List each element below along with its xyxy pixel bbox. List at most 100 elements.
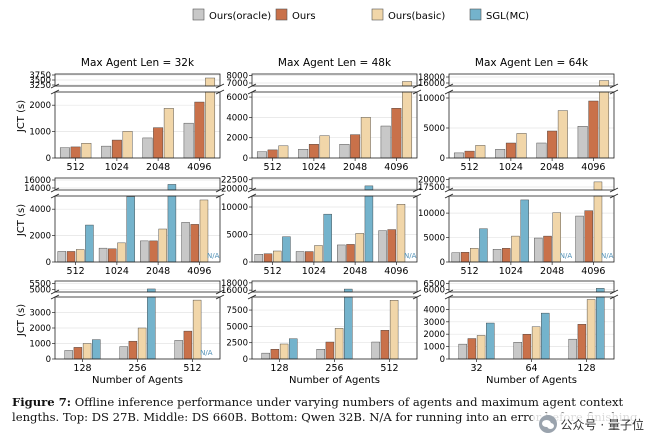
bar [163, 108, 174, 159]
bar [364, 195, 374, 263]
x-tick-label: 2048 [146, 266, 170, 277]
bar [194, 101, 205, 159]
wechat-icon [538, 415, 557, 433]
axis-frame-upper [448, 73, 615, 87]
bar [577, 125, 588, 159]
bar [81, 143, 92, 159]
bar [82, 343, 92, 360]
x-tick-label: 64 [525, 363, 537, 374]
axis-break-mark [444, 187, 454, 193]
bar [295, 251, 305, 263]
axis-frame-upper [251, 177, 418, 191]
bar [117, 242, 126, 263]
legend-swatch [275, 8, 288, 21]
axis-break-mark [50, 289, 60, 295]
axis-break-mark [215, 89, 225, 95]
x-tick-label: 512 [264, 162, 282, 173]
bar [298, 149, 309, 159]
bar [557, 110, 568, 159]
bar [282, 236, 291, 263]
x-tick-label: 4096 [384, 266, 408, 277]
axis-break-mark [609, 83, 619, 89]
bar [205, 77, 216, 87]
y-tick-label: 5000 [423, 124, 445, 134]
axis-frame-lower [251, 91, 418, 159]
bar [267, 149, 278, 159]
axis-break-mark [412, 289, 422, 295]
axis-break-mark [247, 83, 257, 89]
x-tick-label: 512 [461, 162, 479, 173]
bar [599, 91, 610, 159]
bar [344, 288, 353, 293]
y-tick-label: 0 [46, 258, 51, 268]
axis-frame-upper [448, 280, 615, 293]
axis-break-mark [609, 294, 619, 300]
y-tick-label: 1000 [423, 343, 445, 353]
bar [502, 248, 511, 263]
y-tick-label: 17500 [418, 183, 445, 193]
axis-break-mark [215, 289, 225, 295]
legend-swatch [192, 8, 205, 21]
axis-break-mark [247, 187, 257, 193]
bar [167, 195, 177, 263]
x-tick-label: 4096 [581, 162, 605, 173]
bar [92, 339, 101, 360]
bar [98, 247, 108, 263]
y-tick-label: 3000 [423, 318, 445, 328]
y-tick-label: 18000 [418, 73, 445, 83]
x-tick-label: 1024 [499, 266, 523, 277]
bar [126, 196, 135, 263]
bar [596, 288, 605, 293]
axis-break-mark [247, 289, 257, 295]
axis-break-mark [50, 83, 60, 89]
bar [350, 134, 361, 159]
bar [137, 327, 147, 360]
axis-break-mark [412, 193, 422, 199]
bar [536, 142, 547, 159]
bar [111, 139, 122, 159]
bar [495, 149, 506, 159]
y-tick-label: 5000 [29, 286, 51, 296]
watermark-text: 公众号 · 量子位 [560, 417, 644, 432]
axis-break-mark [247, 89, 257, 95]
y-tick-label: 0 [440, 355, 445, 365]
bar [387, 229, 396, 263]
bar [314, 245, 323, 263]
axis-break-mark [444, 294, 454, 300]
bar [391, 108, 402, 159]
axis-break-mark [215, 193, 225, 199]
figure-caption: Figure 7: Offline inference performance … [12, 395, 652, 425]
x-tick-label: 4096 [581, 266, 605, 277]
x-tick-label: 128 [270, 363, 288, 374]
bar [261, 352, 270, 360]
y-tick-label: 6000 [226, 93, 248, 103]
y-tick-label: 2000 [29, 101, 51, 111]
bar [593, 181, 603, 191]
axis-frame-lower [54, 91, 221, 159]
x-tick-label: 2048 [146, 162, 170, 173]
panel-title: Max Agent Len = 64k [475, 57, 589, 69]
y-axis-label: JCT (s) [16, 100, 27, 133]
y-tick-label: 10000 [418, 209, 445, 219]
x-tick-label: 512 [264, 266, 282, 277]
axis-frame-lower [448, 195, 615, 263]
x-tick-label: 128 [577, 363, 595, 374]
bar [122, 131, 133, 159]
bar [531, 326, 541, 360]
y-tick-label: 0 [243, 258, 248, 268]
panel-title: Max Agent Len = 32k [81, 57, 195, 69]
bar [57, 251, 67, 263]
bar [119, 346, 128, 360]
na-annotation: N/A [200, 349, 213, 357]
x-axis-label: Number of Agents [92, 375, 183, 386]
y-tick-label: 10000 [418, 94, 445, 104]
legend-label: Ours [292, 11, 316, 22]
bar [323, 213, 332, 263]
y-tick-label: 4000 [226, 113, 248, 123]
y-tick-label: 0 [243, 154, 248, 164]
y-tick-label: 0 [440, 154, 445, 164]
caption-text: Offline inference performance under vary… [12, 395, 642, 424]
bar [142, 137, 153, 159]
y-axis-label: JCT (s) [16, 204, 27, 237]
axis-break-mark [215, 294, 225, 300]
